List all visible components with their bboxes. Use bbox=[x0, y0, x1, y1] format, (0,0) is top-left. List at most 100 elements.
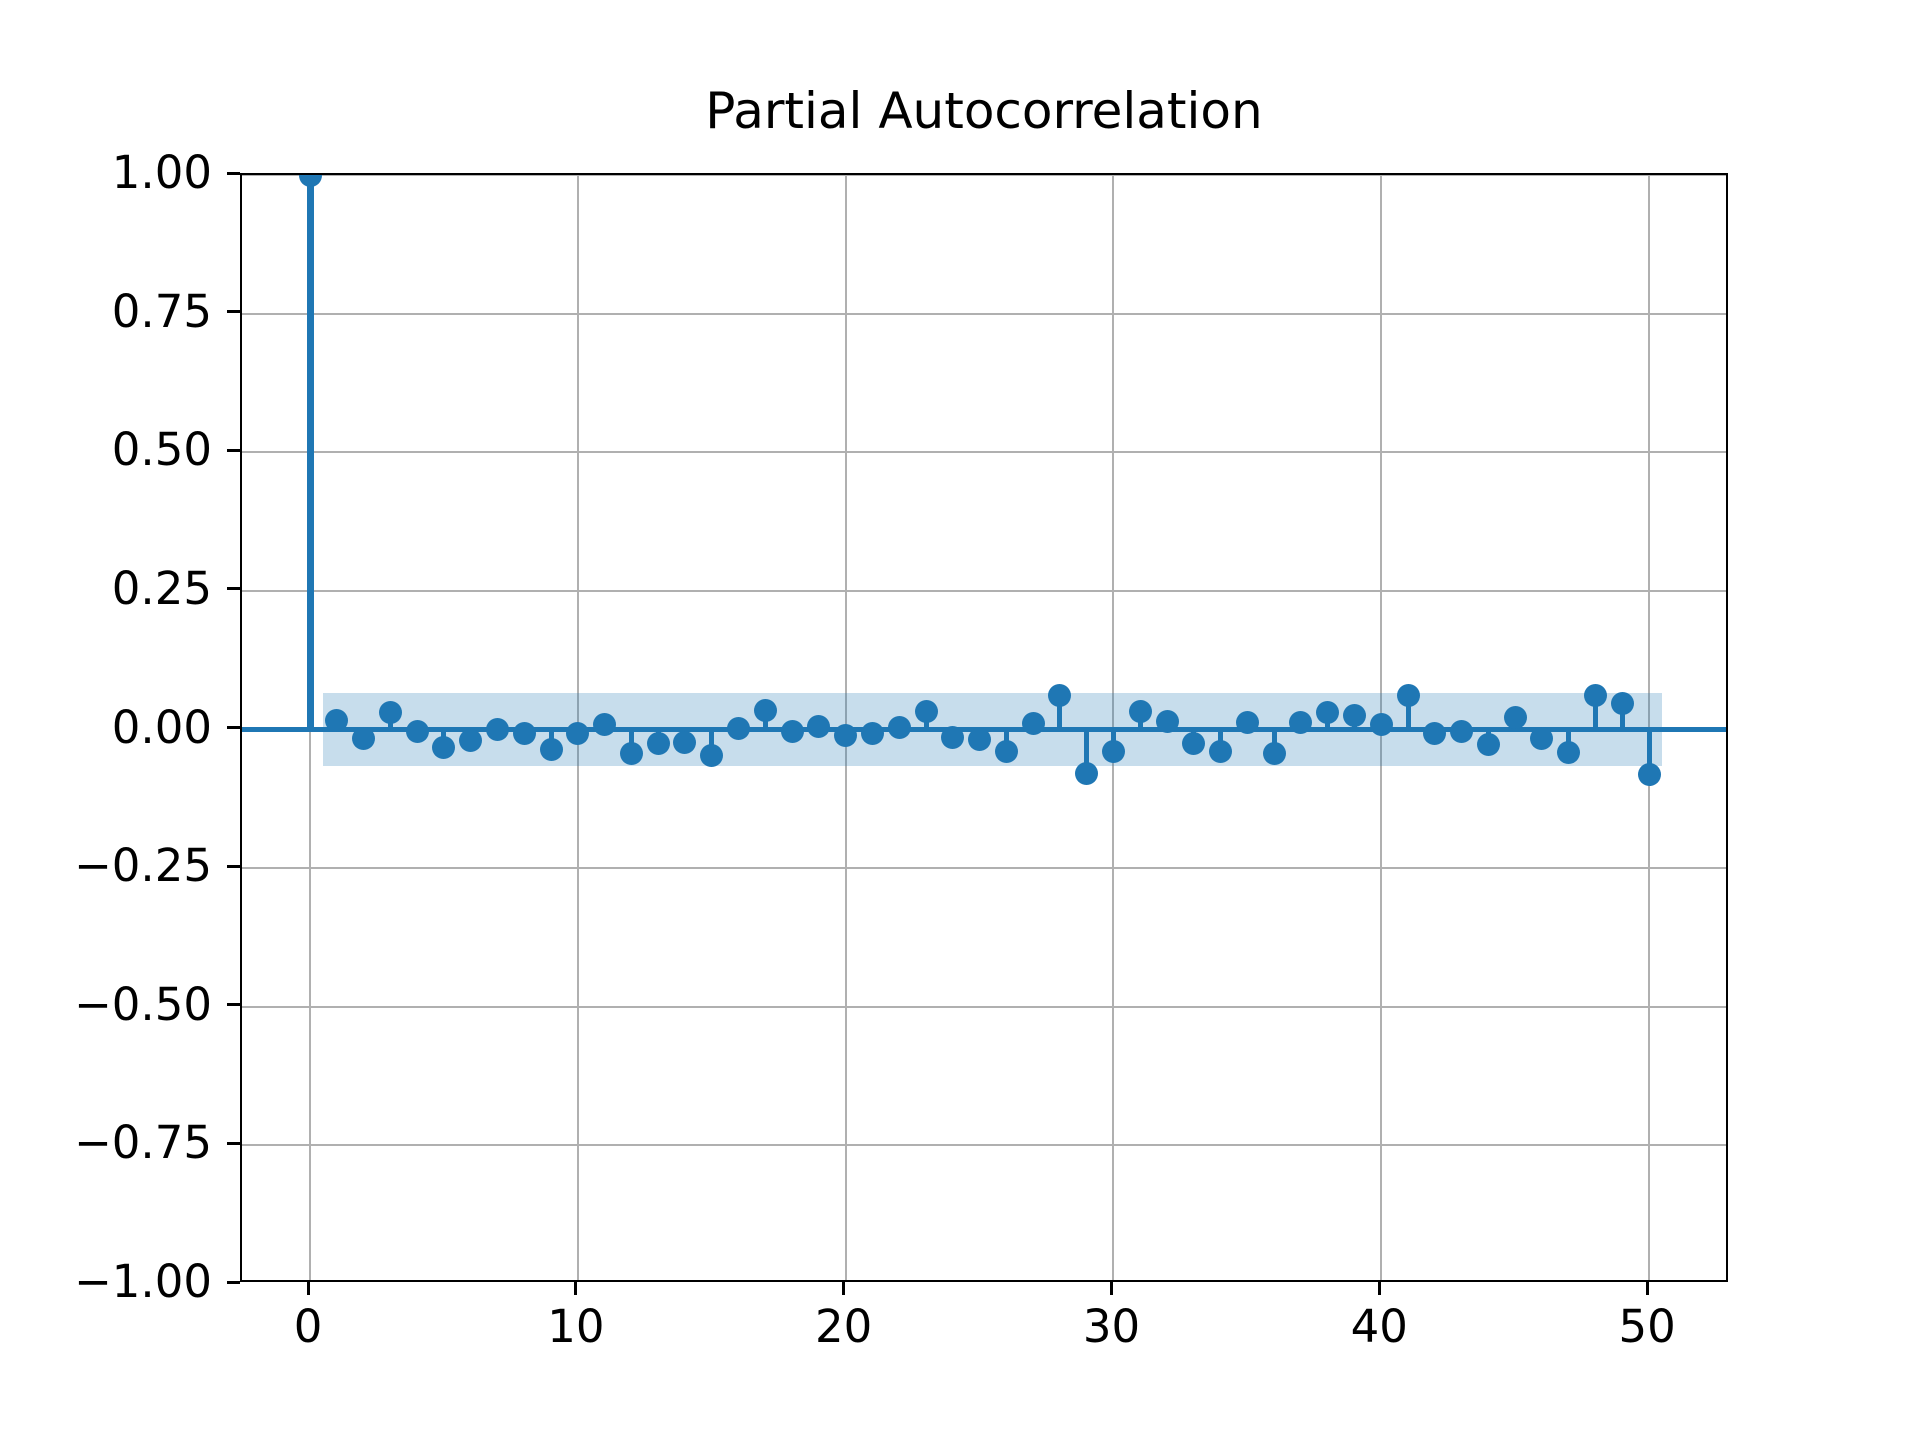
x-tick-label: 30 bbox=[1082, 1300, 1141, 1353]
y-tick-label: 1.00 bbox=[111, 146, 212, 199]
marker-lag-31 bbox=[1128, 700, 1152, 724]
gridline-horizontal bbox=[242, 312, 1726, 315]
marker-lag-1 bbox=[325, 709, 349, 733]
marker-lag-11 bbox=[593, 713, 617, 736]
marker-lag-2 bbox=[352, 727, 376, 751]
stem-lag-41 bbox=[1405, 695, 1411, 730]
marker-lag-50 bbox=[1637, 763, 1661, 787]
marker-lag-10 bbox=[566, 721, 590, 745]
stem-lag-0 bbox=[306, 175, 314, 730]
marker-lag-28 bbox=[1048, 683, 1072, 707]
gridline-horizontal bbox=[242, 867, 1726, 870]
y-tick-mark bbox=[227, 171, 240, 175]
x-tick-label: 50 bbox=[1618, 1300, 1676, 1353]
stem-lag-28 bbox=[1057, 695, 1063, 730]
x-tick-mark bbox=[1377, 1282, 1381, 1295]
stem-lag-48 bbox=[1593, 695, 1599, 730]
y-tick-mark bbox=[227, 448, 240, 452]
marker-lag-3 bbox=[378, 700, 402, 724]
y-tick-mark bbox=[227, 310, 240, 314]
y-tick-label: −0.50 bbox=[74, 977, 212, 1031]
marker-lag-34 bbox=[1209, 740, 1233, 764]
marker-lag-32 bbox=[1155, 710, 1179, 734]
marker-lag-48 bbox=[1584, 684, 1608, 708]
y-tick-label: 0.75 bbox=[111, 284, 212, 338]
marker-lag-24 bbox=[941, 725, 965, 749]
marker-lag-23 bbox=[914, 699, 938, 723]
marker-lag-9 bbox=[539, 737, 563, 761]
marker-lag-14 bbox=[673, 731, 697, 755]
gridline-horizontal bbox=[242, 1005, 1726, 1008]
marker-lag-16 bbox=[727, 716, 751, 740]
marker-lag-19 bbox=[807, 715, 831, 739]
marker-lag-5 bbox=[432, 736, 456, 760]
x-tick-mark bbox=[306, 1282, 310, 1295]
plot-area bbox=[240, 173, 1728, 1282]
marker-lag-8 bbox=[512, 722, 536, 746]
x-tick-mark bbox=[574, 1282, 578, 1295]
gridline-horizontal bbox=[242, 589, 1726, 592]
marker-lag-36 bbox=[1262, 741, 1286, 765]
y-tick-mark bbox=[227, 587, 240, 591]
y-tick-label: −1.00 bbox=[74, 1255, 212, 1308]
marker-lag-18 bbox=[780, 720, 804, 744]
marker-lag-17 bbox=[753, 698, 777, 722]
stem-lag-29 bbox=[1084, 729, 1090, 774]
marker-lag-37 bbox=[1289, 711, 1313, 735]
gridline-horizontal bbox=[242, 1144, 1726, 1147]
marker-lag-49 bbox=[1610, 691, 1634, 715]
y-tick-label: −0.25 bbox=[74, 839, 212, 893]
x-tick-label: 20 bbox=[815, 1300, 873, 1353]
stem-lag-12 bbox=[628, 729, 634, 754]
marker-lag-0 bbox=[298, 175, 322, 187]
y-tick-mark bbox=[227, 726, 240, 729]
marker-lag-29 bbox=[1075, 761, 1099, 785]
marker-lag-13 bbox=[646, 732, 670, 756]
y-tick-mark bbox=[227, 1280, 240, 1284]
marker-lag-25 bbox=[968, 727, 992, 751]
marker-lag-42 bbox=[1423, 721, 1447, 745]
marker-lag-46 bbox=[1530, 727, 1554, 751]
marker-lag-21 bbox=[860, 721, 884, 745]
marker-lag-35 bbox=[1235, 711, 1259, 735]
y-tick-mark bbox=[227, 864, 240, 868]
marker-lag-6 bbox=[459, 728, 483, 752]
marker-lag-45 bbox=[1503, 705, 1527, 729]
marker-lag-47 bbox=[1557, 740, 1581, 764]
marker-lag-41 bbox=[1396, 684, 1420, 708]
x-tick-mark bbox=[1645, 1282, 1649, 1295]
stem-lag-36 bbox=[1271, 729, 1277, 754]
y-tick-label: 0.00 bbox=[111, 700, 212, 754]
marker-lag-39 bbox=[1343, 703, 1367, 727]
x-tick-mark bbox=[842, 1282, 846, 1295]
marker-lag-12 bbox=[619, 741, 643, 765]
stem-lag-50 bbox=[1646, 729, 1652, 775]
y-tick-mark bbox=[227, 1141, 240, 1145]
x-tick-label: 10 bbox=[547, 1300, 605, 1353]
stem-lag-49 bbox=[1619, 703, 1625, 730]
chart-title: Partial Autocorrelation bbox=[705, 82, 1263, 140]
x-tick-label: 0 bbox=[293, 1300, 323, 1353]
marker-lag-20 bbox=[834, 724, 858, 748]
x-tick-label: 40 bbox=[1350, 1300, 1408, 1353]
y-tick-label: 0.25 bbox=[111, 561, 212, 615]
y-tick-label: 0.50 bbox=[111, 423, 212, 477]
marker-lag-44 bbox=[1476, 732, 1500, 756]
marker-lag-33 bbox=[1182, 731, 1206, 755]
marker-lag-43 bbox=[1450, 719, 1474, 743]
marker-lag-27 bbox=[1021, 711, 1045, 735]
marker-lag-40 bbox=[1369, 713, 1393, 736]
gridline-horizontal bbox=[242, 175, 1726, 176]
stem-lag-15 bbox=[709, 729, 715, 756]
marker-lag-30 bbox=[1101, 740, 1125, 764]
marker-lag-38 bbox=[1316, 701, 1340, 725]
marker-lag-15 bbox=[700, 744, 724, 768]
marker-lag-7 bbox=[485, 718, 509, 741]
marker-lag-4 bbox=[405, 720, 429, 744]
x-tick-mark bbox=[1109, 1282, 1113, 1295]
y-tick-mark bbox=[227, 1003, 240, 1007]
marker-lag-22 bbox=[887, 716, 911, 740]
marker-lag-26 bbox=[994, 740, 1018, 764]
y-tick-label: −0.75 bbox=[74, 1116, 212, 1170]
